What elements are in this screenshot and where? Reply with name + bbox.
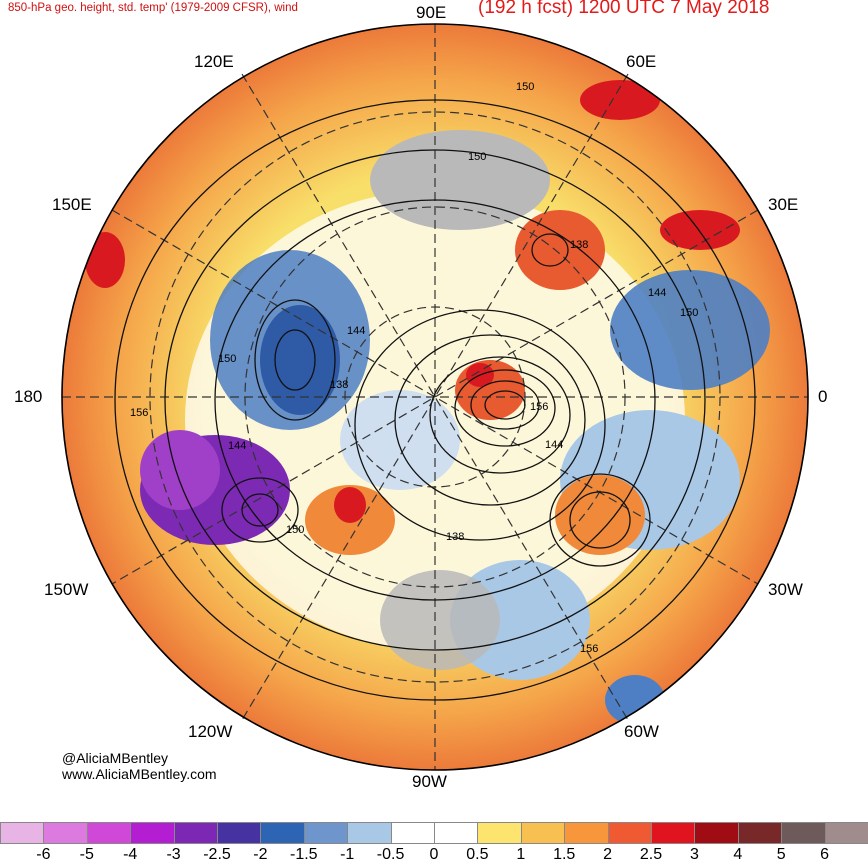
colorbar-tick-label: -4 (123, 846, 138, 863)
colorbar-swatch (651, 822, 696, 844)
author-handle: @AliciaMBentley (62, 750, 169, 766)
contour-label: 156 (580, 643, 598, 655)
lon-label-60e: 60E (626, 52, 657, 71)
colorbar-swatch (130, 822, 175, 844)
colorbar-tick-label: 5 (776, 846, 786, 863)
colorbar-swatch (303, 822, 349, 844)
colorbar-swatch (0, 822, 45, 844)
colorbar-tick-label: 2 (603, 846, 613, 863)
colorbar-swatch (781, 822, 826, 844)
lon-label-150w: 150W (44, 580, 89, 599)
colorbar-tick-label: -0.5 (376, 846, 405, 863)
colorbar-swatch (390, 822, 435, 844)
lon-label-120w: 120W (188, 722, 233, 741)
colorbar-swatch (520, 822, 566, 844)
contour-label: 150 (286, 524, 304, 536)
colorbar-tick-label: -6 (36, 846, 51, 863)
lon-label-0: 0 (818, 387, 828, 406)
colorbar-swatch (43, 822, 88, 844)
colorbar-tick-label: -1 (340, 846, 355, 863)
lon-label-150e: 150E (52, 195, 92, 214)
colorbar-swatch (347, 822, 392, 844)
colorbar-swatch (173, 822, 218, 844)
colorbar-tick-label: -1.5 (290, 846, 318, 863)
colorbar-swatch (694, 822, 739, 844)
contour-label: 144 (545, 439, 563, 451)
contour-label: 138 (330, 379, 348, 391)
colorbar-tick-label: 4 (733, 846, 743, 863)
contour-label: 144 (648, 287, 666, 299)
colorbar-tick-label: -3 (166, 846, 181, 863)
colorbar-tick-label: 0 (429, 846, 439, 863)
colorbar-swatch (86, 822, 132, 844)
lon-label-180: 180 (14, 387, 43, 406)
polar-map: 150 150 138 144 150 144 150 138 156 156 … (61, 23, 809, 771)
map-border (61, 23, 809, 771)
colorbar-tick-label: -2.5 (203, 846, 231, 863)
colorbar-swatch (434, 822, 479, 844)
height-contours (114, 99, 756, 701)
author-website[interactable]: www.AliciaMBentley.com (62, 766, 217, 782)
contour-label: 144 (347, 325, 365, 337)
colorbar-tick-label: 0.5 (466, 846, 489, 863)
contour-labels: 150 150 138 144 150 144 150 138 156 156 … (130, 81, 698, 655)
contour-label: 150 (680, 307, 698, 319)
contour-label: 138 (570, 239, 588, 251)
contour-label: 150 (468, 151, 486, 163)
contour-label: 150 (218, 353, 236, 365)
colorbar-swatch (737, 822, 783, 844)
colorbar-tick-label: -5 (79, 846, 94, 863)
colorbar-swatch (260, 822, 305, 844)
lon-label-60w: 60W (624, 722, 659, 741)
contour-label: 144 (228, 440, 246, 452)
lon-label-90e: 90E (416, 3, 447, 22)
map-title: 850-hPa geo. height, std. temp' (1979-20… (8, 2, 298, 14)
colorbar-swatch (607, 822, 652, 844)
contour-label: 150 (516, 81, 534, 93)
colorbar-swatch (564, 822, 609, 844)
colorbar-swatch (824, 822, 868, 844)
colorbar-tick-label: -2 (253, 846, 268, 863)
lon-label-90w: 90W (412, 772, 447, 791)
forecast-valid-time: (192 h fcst) 1200 UTC 7 May 2018 (478, 0, 770, 18)
lon-label-30w: 30W (768, 580, 803, 599)
colorbar-tick-label: 1 (516, 846, 526, 863)
lon-label-120e: 120E (194, 52, 234, 71)
contour-label: 138 (446, 531, 464, 543)
temperature-colorbar (0, 822, 868, 844)
colorbar-tick-label: 2.5 (639, 846, 663, 863)
colorbar-tick-label: 1.5 (553, 846, 576, 863)
colorbar-swatch (217, 822, 262, 844)
contour-label: 156 (130, 407, 148, 419)
colorbar-swatch (477, 822, 522, 844)
colorbar-tick-label: 3 (689, 846, 699, 863)
lon-label-30e: 30E (768, 195, 799, 214)
colorbar-tick-label: 6 (820, 846, 830, 863)
contour-label: 156 (530, 401, 548, 413)
